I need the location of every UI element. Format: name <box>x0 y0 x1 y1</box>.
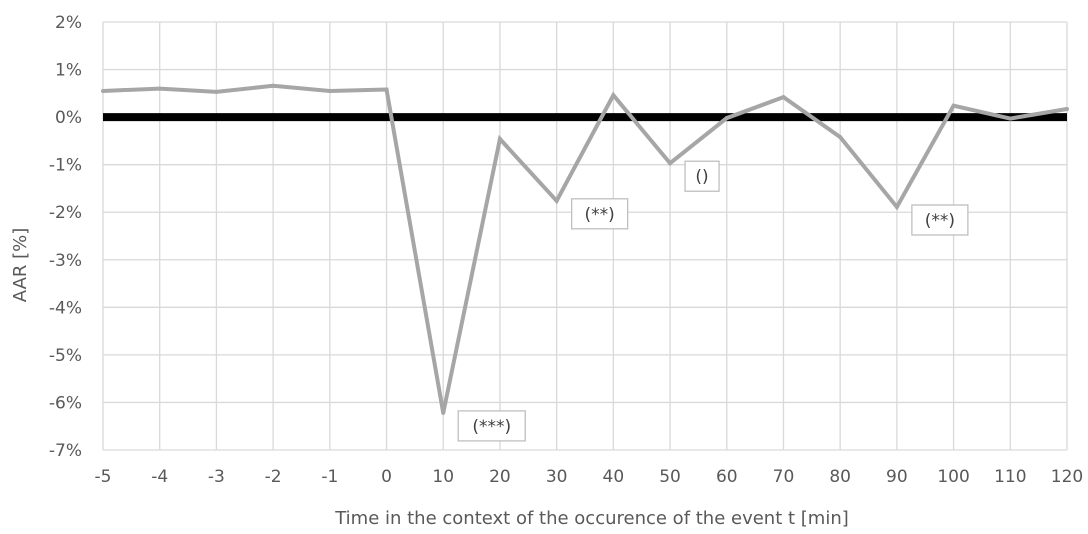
x-tick-label: 20 <box>489 467 511 487</box>
x-tick-label: 80 <box>829 467 851 487</box>
x-tick-label: -1 <box>321 467 338 487</box>
annotation-text: () <box>695 167 708 187</box>
data-point <box>441 410 446 415</box>
data-point <box>327 88 332 93</box>
annotation-text: (***) <box>472 417 511 437</box>
annotation-text: (**) <box>585 205 615 225</box>
x-tick-label: 110 <box>994 467 1026 487</box>
y-tick-label: 1% <box>55 61 82 81</box>
y-tick-label: -5% <box>49 346 82 366</box>
x-tick-label: 0 <box>381 467 392 487</box>
y-tick-label: -2% <box>49 203 82 223</box>
gridlines <box>102 21 1068 451</box>
data-point <box>1065 107 1069 112</box>
x-axis-tick-labels: -5 -4 -3 -2 -1 0 10 20 30 40 50 60 70 80 90 100 110 120 <box>95 467 1084 487</box>
series-line <box>102 83 1068 414</box>
annotation-box <box>457 410 526 442</box>
annotation-box <box>911 204 969 236</box>
data-point <box>724 116 729 121</box>
data-point <box>554 198 559 203</box>
x-tick-label: -3 <box>208 467 225 487</box>
x-tick-label: 120 <box>1051 467 1083 487</box>
y-tick-label: 2% <box>55 13 82 33</box>
x-tick-label: 70 <box>773 467 795 487</box>
x-axis-title: Time in the context of the occurence of … <box>334 508 849 529</box>
data-point <box>157 86 162 91</box>
x-tick-label: 10 <box>432 467 454 487</box>
x-tick-label: -4 <box>151 467 168 487</box>
data-point <box>894 204 899 209</box>
y-tick-label: -4% <box>49 298 82 318</box>
data-point <box>101 88 105 93</box>
x-tick-label: 30 <box>546 467 568 487</box>
data-point <box>384 87 389 92</box>
data-point <box>1008 116 1013 121</box>
series-group <box>101 83 1069 415</box>
annotation-box <box>570 198 629 230</box>
y-tick-label: -3% <box>49 251 82 271</box>
annotation-label: () <box>684 160 720 192</box>
data-point <box>951 103 956 108</box>
x-tick-label: -5 <box>95 467 112 487</box>
data-point <box>611 93 616 98</box>
y-tick-label: 0% <box>55 108 82 128</box>
x-tick-label: -2 <box>265 467 282 487</box>
x-tick-label: 90 <box>886 467 908 487</box>
y-tick-label: -6% <box>49 393 82 413</box>
data-point <box>838 135 843 140</box>
y-axis-title: AAR [%] <box>10 228 31 303</box>
x-tick-label: 100 <box>937 467 969 487</box>
annotation-box <box>684 160 720 192</box>
annotations-group: (***) (**) () (**) <box>457 160 969 442</box>
y-tick-label: -1% <box>49 156 82 176</box>
data-point <box>497 136 502 141</box>
annotation-label: (***) <box>457 410 526 442</box>
data-point <box>271 83 276 88</box>
x-tick-label: 50 <box>659 467 681 487</box>
x-tick-label: 60 <box>716 467 738 487</box>
x-tick-label: 40 <box>603 467 625 487</box>
y-tick-label: -7% <box>49 441 82 461</box>
data-point <box>668 161 673 166</box>
y-axis-tick-labels: 2% 1% 0% -1% -2% -3% -4% -5% -6% -7% <box>49 13 82 461</box>
annotation-text: (**) <box>925 211 955 231</box>
data-point <box>781 95 786 100</box>
data-point <box>214 89 219 94</box>
annotation-label: (**) <box>911 204 969 236</box>
annotation-label: (**) <box>570 198 629 230</box>
